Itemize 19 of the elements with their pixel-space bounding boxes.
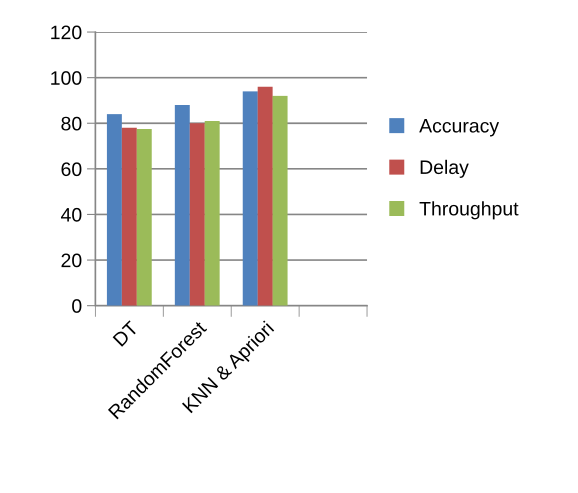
- y-tick-label: 120: [51, 26, 82, 40]
- y-tick-label: 60: [62, 162, 82, 176]
- bar: [174, 105, 190, 306]
- legend-label: Throughput: [420, 201, 518, 220]
- legend-label: Delay: [420, 160, 469, 178]
- bar: [122, 128, 137, 306]
- y-tick-label: 0: [72, 299, 82, 313]
- y-tick-label: 80: [61, 116, 82, 130]
- bar: [258, 86, 273, 306]
- bar: [190, 123, 205, 306]
- bar: [272, 96, 288, 306]
- bar: [106, 114, 122, 306]
- bar: [204, 120, 220, 306]
- legend-label: Accuracy: [419, 119, 500, 136]
- bar: [136, 128, 152, 306]
- y-tick-label: 20: [62, 254, 82, 268]
- y-tick-label: 40: [60, 208, 82, 222]
- bar: [242, 91, 258, 306]
- y-tick-label: 100: [51, 71, 82, 85]
